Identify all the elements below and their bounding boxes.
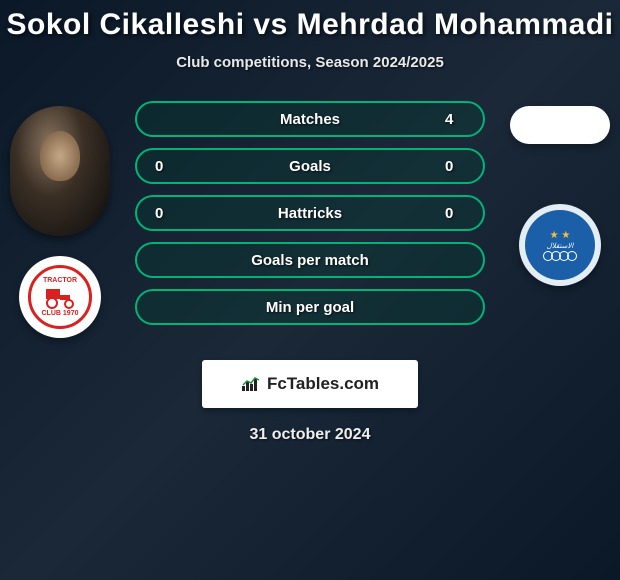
branding-box[interactable]: FcTables.com: [202, 360, 418, 408]
stat-left-value: 0: [155, 205, 175, 222]
comparison-card: Sokol Cikalleshi vs Mehrdad Mohammadi Cl…: [0, 0, 620, 444]
club-right-inner: ★ ★ الاستقلال: [525, 210, 595, 280]
right-column: ★ ★ الاستقلال: [505, 101, 615, 286]
stat-left-value: 0: [155, 158, 175, 175]
footer-date: 31 october 2024: [250, 426, 371, 444]
stat-label: Goals per match: [251, 252, 369, 269]
stat-row-matches: Matches 4: [135, 101, 485, 137]
stat-row-min-per-goal: Min per goal: [135, 289, 485, 325]
club-right-badge: ★ ★ الاستقلال: [519, 204, 601, 286]
stat-right-value: 0: [445, 205, 465, 222]
club-left-badge: TRACTOR CLUB 1970: [19, 256, 101, 338]
rings-icon: [544, 251, 576, 261]
left-column: TRACTOR CLUB 1970: [5, 101, 115, 338]
branding-text: FcTables.com: [267, 374, 379, 394]
club-left-bottom-text: CLUB 1970: [42, 310, 79, 317]
stat-right-value: 0: [445, 158, 465, 175]
subtitle: Club competitions, Season 2024/2025: [176, 54, 444, 71]
page-title: Sokol Cikalleshi vs Mehrdad Mohammadi: [7, 8, 614, 42]
club-left-inner: TRACTOR CLUB 1970: [28, 265, 92, 329]
stats-column: Matches 4 0 Goals 0 0 Hattricks 0 Goals …: [135, 101, 485, 325]
stat-label: Matches: [280, 111, 340, 128]
stat-row-goals: 0 Goals 0: [135, 148, 485, 184]
player-right-placeholder: [510, 106, 610, 144]
stat-label: Goals: [289, 158, 331, 175]
stars-icon: ★ ★: [550, 230, 571, 241]
club-left-top-text: TRACTOR: [43, 277, 77, 284]
stat-label: Hattricks: [278, 205, 342, 222]
tractor-icon: [43, 285, 77, 309]
stat-right-value: 4: [445, 111, 465, 128]
chart-icon: [241, 376, 261, 392]
stat-row-goals-per-match: Goals per match: [135, 242, 485, 278]
player-left-photo: [10, 106, 110, 236]
club-right-script: الاستقلال: [547, 242, 574, 250]
stat-row-hattricks: 0 Hattricks 0: [135, 195, 485, 231]
main-row: TRACTOR CLUB 1970 Matches 4 0: [0, 101, 620, 338]
stat-label: Min per goal: [266, 299, 354, 316]
